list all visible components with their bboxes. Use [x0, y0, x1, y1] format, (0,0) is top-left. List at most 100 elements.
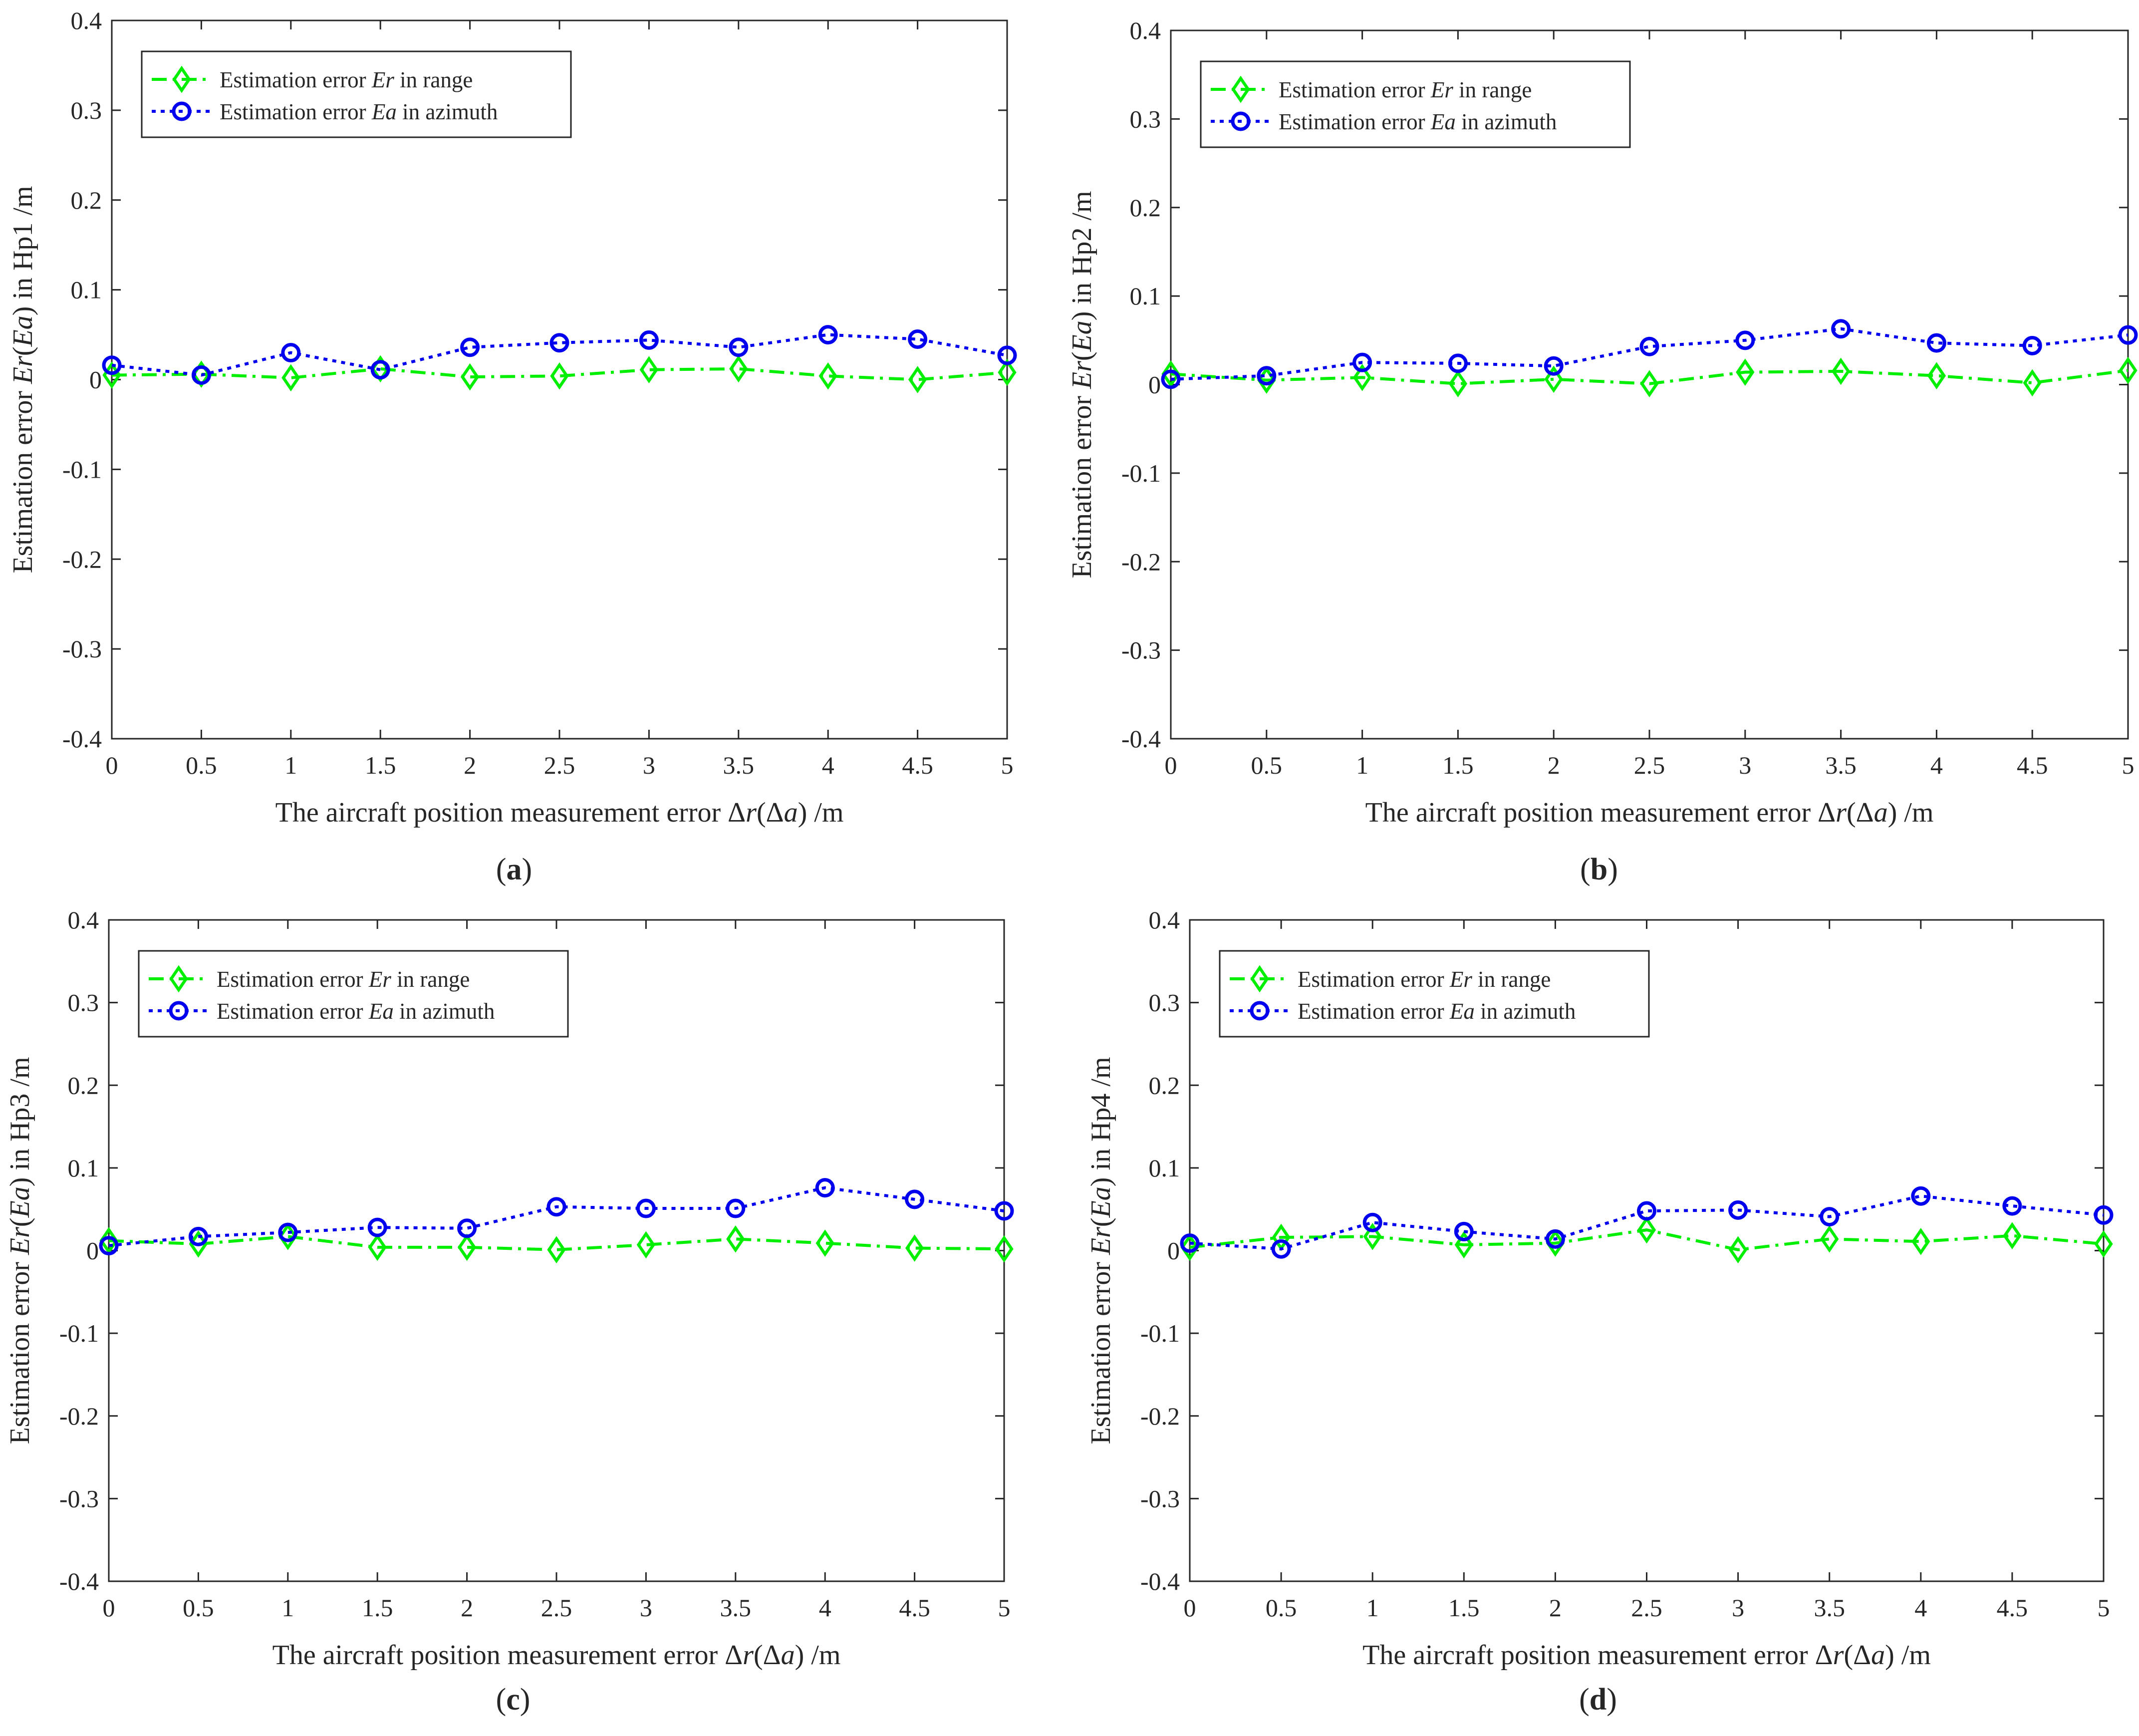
chart-panel-a: 0 0.5 1 1.5 2 2.5 3 3.5 4 4.5 5 -0.4 -0.3 -0.2 -0.1 0 0.…	[7, 6, 1017, 886]
data-point-circle	[188, 1226, 208, 1246]
legend-box	[1219, 950, 1650, 1038]
y-tick-label: -0.1	[59, 1319, 99, 1347]
data-point-circle	[1271, 1239, 1291, 1259]
x-tick-label: 4.5	[899, 1594, 930, 1622]
legend-label: Estimation error Er in range	[220, 67, 473, 92]
legend-box	[141, 50, 572, 138]
chart-panel-d: 0 0.5 1 1.5 2 2.5 3 3.5 4 4.5 5 -0.4 -0.3 -0.2 -0.1 0 0.…	[1085, 906, 2114, 1717]
data-point-circle	[1639, 336, 1659, 356]
x-tick-label: 0.5	[186, 751, 217, 779]
y-tick-label: -0.4	[1121, 725, 1161, 753]
data-point-circle	[726, 1198, 746, 1218]
x-tick-label: 4	[1930, 751, 1943, 779]
y-tick-label: 0.4	[1130, 16, 1161, 44]
legend-circle-marker	[169, 1001, 189, 1021]
y-tick-label: 0	[1167, 1237, 1180, 1265]
x-tick-label: 0	[1165, 751, 1177, 779]
legend-label: Estimation error Er in range	[1279, 77, 1532, 102]
data-point-diamond	[99, 1227, 118, 1254]
legend-diamond-marker	[1231, 75, 1250, 103]
series-line	[1170, 327, 2129, 381]
data-point-circle	[99, 1236, 119, 1256]
data-point-diamond	[995, 1235, 1014, 1263]
x-tick-label: 5	[1001, 751, 1014, 779]
data-point-circle	[2118, 325, 2138, 345]
series-range	[1180, 1216, 2113, 1264]
data-point-circle	[457, 1218, 477, 1238]
x-tick-label: 0	[1184, 1594, 1196, 1622]
data-point-diamond	[639, 356, 659, 384]
y-tick-label: 0	[1148, 371, 1161, 399]
data-point-circle	[1257, 366, 1277, 386]
data-point-diamond	[818, 362, 837, 390]
legend-box	[1200, 60, 1631, 148]
x-tick-label: 2	[1549, 1594, 1562, 1622]
y-tick-label: 0.1	[71, 276, 102, 304]
data-point-diamond	[1546, 1229, 1565, 1257]
data-point-diamond	[2003, 1222, 2022, 1250]
data-point-circle	[102, 355, 122, 375]
y-tick-label: -0.2	[62, 545, 102, 573]
legend: Estimation error Er in range Estimation e…	[141, 50, 572, 138]
x-tick-label: 4	[1914, 1594, 1927, 1622]
data-point-diamond	[1161, 360, 1180, 388]
x-tick-label: 2.5	[544, 751, 575, 779]
data-point-circle	[997, 345, 1017, 365]
x-tick-label: 1.5	[1448, 1594, 1480, 1622]
data-point-circle	[278, 1222, 298, 1242]
y-tick-label: 0.3	[1130, 105, 1161, 133]
x-tick-label: 0	[106, 751, 118, 779]
data-point-circle	[1735, 330, 1755, 350]
x-tick-label: 3.5	[723, 751, 755, 779]
x-tick-label: 2.5	[1631, 1594, 1662, 1622]
x-tick-label: 3	[1732, 1594, 1744, 1622]
data-point-diamond	[815, 1229, 834, 1257]
data-point-circle	[994, 1201, 1014, 1221]
legend-label: Estimation error Ea in azimuth	[217, 999, 495, 1024]
y-tick-label: 0.4	[1149, 906, 1180, 934]
data-point-circle	[1161, 369, 1181, 389]
panel-caption: (d)	[1579, 1683, 1617, 1717]
x-tick-label: 1	[1366, 1594, 1379, 1622]
x-tick-label: 3	[640, 1594, 652, 1622]
y-tick-label: 0.3	[71, 96, 102, 124]
data-point-circle	[1180, 1233, 1200, 1253]
data-point-circle	[2094, 1205, 2114, 1225]
data-point-circle	[729, 337, 749, 357]
data-point-circle	[818, 325, 838, 345]
x-tick-label: 5	[2122, 751, 2135, 779]
series-line	[1170, 369, 2129, 385]
data-point-diamond	[550, 362, 569, 390]
series-azimuth	[102, 325, 1017, 385]
y-tick-label: 0.3	[1149, 989, 1180, 1017]
data-point-circle	[1448, 353, 1468, 373]
series-line	[1189, 1228, 2104, 1251]
data-point-circle	[2002, 1196, 2022, 1216]
y-tick-label: -0.2	[1121, 548, 1161, 576]
data-point-diamond	[1448, 370, 1468, 398]
data-point-circle	[370, 360, 390, 380]
data-point-diamond	[547, 1236, 566, 1264]
data-point-diamond	[1180, 1233, 1199, 1261]
data-point-circle	[546, 1197, 566, 1217]
data-point-circle	[1820, 1207, 1840, 1227]
x-tick-label: 3	[1739, 751, 1751, 779]
x-tick-label: 0.5	[1266, 1594, 1297, 1622]
x-tick-label: 1.5	[362, 1594, 393, 1622]
y-tick-label: -0.3	[1140, 1484, 1180, 1512]
x-tick-label: 1	[1356, 751, 1368, 779]
y-axis-label: Estimation error Er(Ea) in Hp4 /m	[1085, 1057, 1116, 1444]
y-tick-label: -0.4	[59, 1567, 99, 1595]
x-tick-label: 2	[1548, 751, 1560, 779]
legend: Estimation error Er in range Estimation e…	[1219, 950, 1650, 1038]
data-point-circle	[191, 365, 211, 385]
y-tick-label: 0.2	[68, 1071, 99, 1099]
data-point-diamond	[905, 1234, 924, 1262]
x-axis-label: The aircraft position measurement error …	[275, 797, 844, 828]
panel-caption: (a)	[496, 853, 532, 886]
data-point-circle	[1352, 352, 1372, 372]
x-tick-label: 4	[822, 751, 834, 779]
legend-diamond-marker	[169, 965, 188, 993]
x-tick-label: 3.5	[1825, 751, 1857, 779]
